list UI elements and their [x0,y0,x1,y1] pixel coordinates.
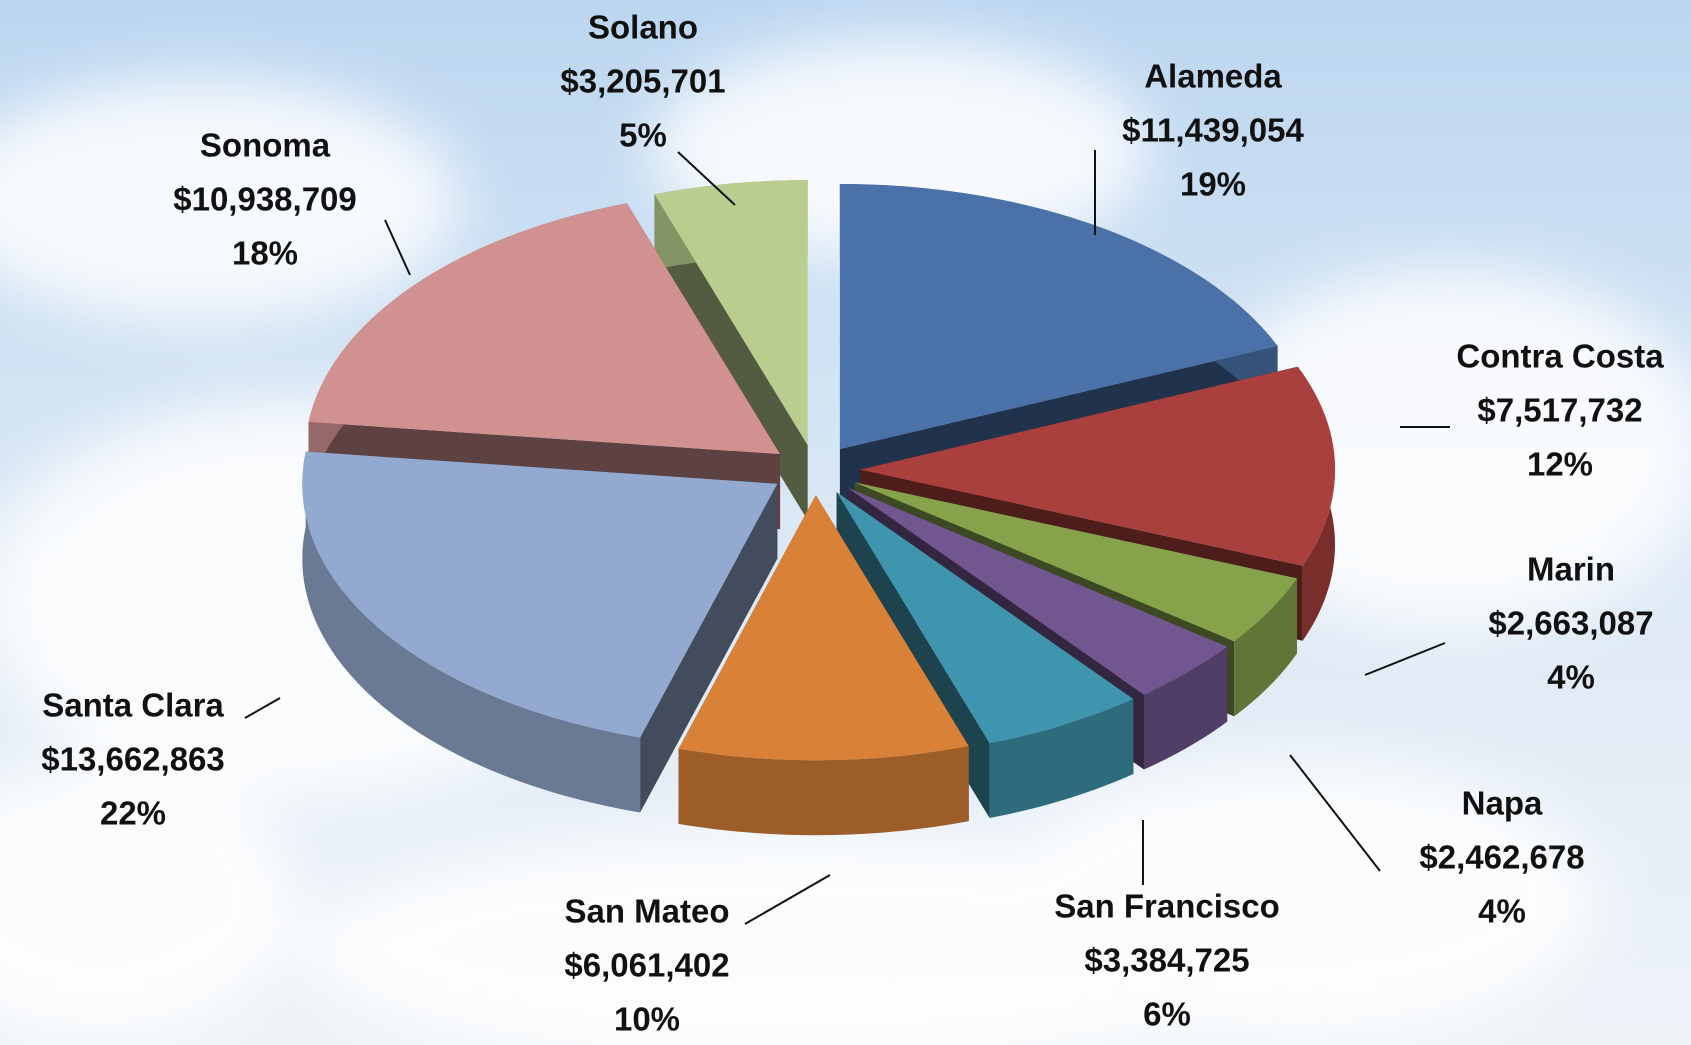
percent-label: 5% [619,117,667,154]
leader-line [677,151,736,206]
value-label: $13,662,863 [41,741,225,778]
value-label: $3,205,701 [560,63,725,100]
slice-wall [1143,646,1228,770]
percent-label: 10% [614,1001,680,1038]
slice-side [640,483,778,813]
slice-wall [302,451,641,813]
category-label: Alameda [1144,58,1282,95]
leader-line [744,874,831,925]
slice-top [839,184,1278,450]
percent-label: 19% [1180,166,1246,203]
slice [302,451,778,813]
value-label: $6,061,402 [564,947,729,984]
slice-top [302,451,778,738]
slice-top [836,492,1134,743]
value-label: $2,462,678 [1419,839,1584,876]
category-label: Sonoma [200,127,331,164]
slice-top [654,180,808,446]
value-label: $7,517,732 [1477,392,1642,429]
category-label: San Francisco [1054,888,1280,925]
value-label: $3,384,725 [1084,942,1249,979]
leader-line [244,697,281,719]
value-label: $2,663,087 [1488,605,1653,642]
slice-wall [1234,578,1297,717]
labels: Alameda $11,439,054 19% Contra Costa $7,517,… [41,9,1664,1038]
slice-top [854,482,1297,642]
category-label: Santa Clara [42,687,224,724]
leader-line [1364,642,1446,676]
slice-wall [678,746,969,836]
percent-label: 12% [1527,446,1593,483]
slice-top [308,203,781,455]
slice-top [859,366,1335,566]
slice-wall [989,699,1134,818]
value-label: $10,938,709 [173,181,357,218]
percent-label: 4% [1547,659,1595,696]
category-label: Napa [1462,785,1543,822]
category-label: San Mateo [564,893,729,930]
slice-top [847,487,1228,695]
leader-line [384,219,411,276]
value-label: $11,439,054 [1122,112,1304,149]
percent-label: 22% [100,795,166,832]
percent-label: 18% [232,235,298,272]
pie [302,180,1335,836]
slice [678,495,969,836]
percent-label: 4% [1478,893,1526,930]
category-label: Contra Costa [1456,338,1664,375]
leader-line [1289,754,1381,872]
category-label: Marin [1527,551,1615,588]
category-label: Solano [588,9,698,46]
slice-top [678,495,969,761]
percent-label: 6% [1143,996,1191,1033]
